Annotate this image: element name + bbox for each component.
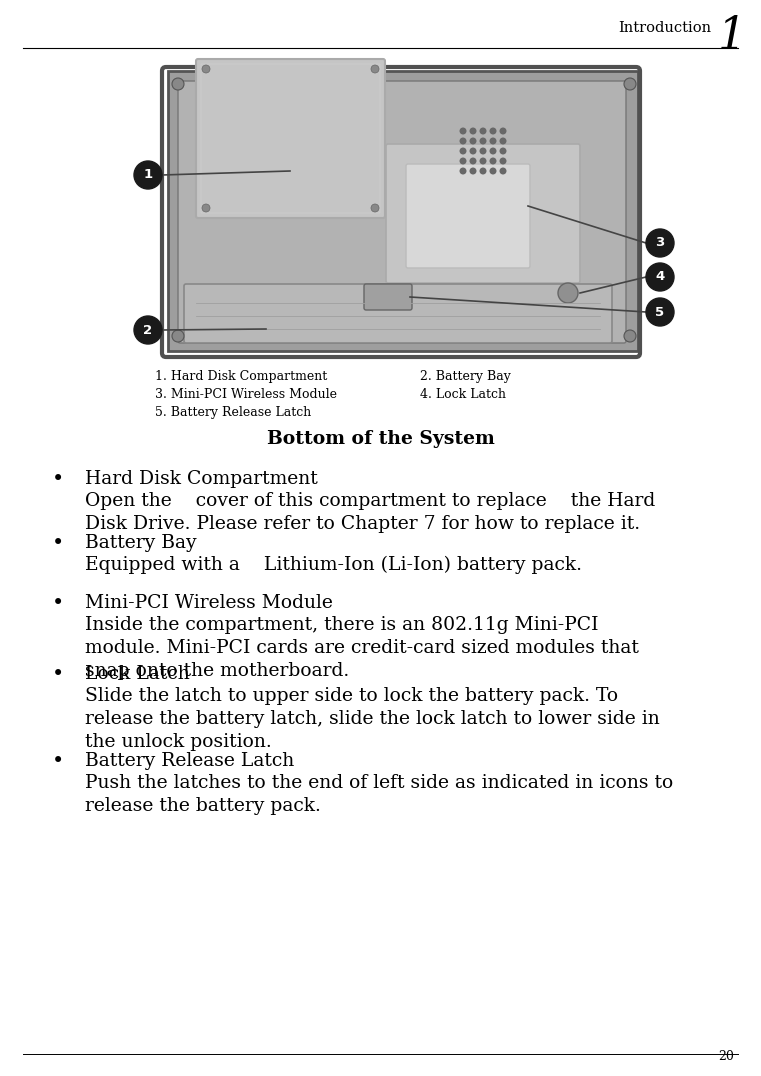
Circle shape bbox=[470, 168, 476, 174]
Circle shape bbox=[479, 147, 486, 155]
Circle shape bbox=[499, 147, 507, 155]
Text: 1: 1 bbox=[718, 15, 746, 58]
Text: 20: 20 bbox=[718, 1050, 734, 1063]
Circle shape bbox=[489, 157, 496, 165]
Circle shape bbox=[470, 147, 476, 155]
Text: Equipped with a    Lithium-Ion (Li-Ion) battery pack.: Equipped with a Lithium-Ion (Li-Ion) bat… bbox=[85, 556, 582, 575]
FancyBboxPatch shape bbox=[184, 284, 612, 343]
Circle shape bbox=[479, 138, 486, 144]
Circle shape bbox=[489, 147, 496, 155]
Circle shape bbox=[371, 204, 379, 212]
Text: Lock Latch: Lock Latch bbox=[85, 665, 189, 683]
Circle shape bbox=[624, 77, 636, 90]
FancyBboxPatch shape bbox=[406, 164, 530, 268]
Circle shape bbox=[499, 127, 507, 134]
Circle shape bbox=[460, 127, 466, 134]
Circle shape bbox=[499, 157, 507, 165]
Circle shape bbox=[460, 147, 466, 155]
Circle shape bbox=[479, 168, 486, 174]
Text: Inside the compartment, there is an 802.11g Mini-PCI
module. Mini-PCI cards are : Inside the compartment, there is an 802.… bbox=[85, 615, 639, 680]
Text: •: • bbox=[52, 470, 64, 489]
Text: 2: 2 bbox=[143, 324, 152, 337]
Circle shape bbox=[172, 330, 184, 342]
FancyBboxPatch shape bbox=[386, 144, 580, 283]
Circle shape bbox=[371, 65, 379, 73]
Text: 1. Hard Disk Compartment: 1. Hard Disk Compartment bbox=[155, 370, 327, 383]
Circle shape bbox=[134, 161, 162, 189]
Circle shape bbox=[499, 168, 507, 174]
Circle shape bbox=[489, 138, 496, 144]
Circle shape bbox=[460, 157, 466, 165]
Circle shape bbox=[489, 168, 496, 174]
Circle shape bbox=[460, 168, 466, 174]
Text: Introduction: Introduction bbox=[619, 20, 712, 36]
Circle shape bbox=[202, 204, 210, 212]
Text: 4: 4 bbox=[655, 270, 664, 283]
Text: •: • bbox=[52, 534, 64, 553]
Text: Open the    cover of this compartment to replace    the Hard
Disk Drive. Please : Open the cover of this compartment to re… bbox=[85, 492, 655, 533]
Polygon shape bbox=[168, 71, 638, 351]
Circle shape bbox=[646, 298, 674, 326]
Text: 2. Battery Bay: 2. Battery Bay bbox=[420, 370, 511, 383]
Text: •: • bbox=[52, 752, 64, 771]
Circle shape bbox=[489, 127, 496, 134]
Text: Mini-PCI Wireless Module: Mini-PCI Wireless Module bbox=[85, 594, 333, 612]
Text: Slide the latch to upper side to lock the battery pack. To
release the battery l: Slide the latch to upper side to lock th… bbox=[85, 686, 660, 751]
Text: 1: 1 bbox=[143, 169, 152, 182]
Circle shape bbox=[470, 157, 476, 165]
Circle shape bbox=[624, 330, 636, 342]
Text: Push the latches to the end of left side as indicated in icons to
release the ba: Push the latches to the end of left side… bbox=[85, 774, 673, 815]
Circle shape bbox=[479, 157, 486, 165]
FancyBboxPatch shape bbox=[364, 284, 412, 310]
Circle shape bbox=[460, 138, 466, 144]
Text: 5: 5 bbox=[655, 306, 664, 318]
FancyBboxPatch shape bbox=[196, 59, 385, 218]
Circle shape bbox=[202, 65, 210, 73]
Circle shape bbox=[558, 283, 578, 303]
Text: Battery Release Latch: Battery Release Latch bbox=[85, 752, 295, 770]
Circle shape bbox=[134, 316, 162, 344]
Circle shape bbox=[172, 77, 184, 90]
FancyBboxPatch shape bbox=[178, 81, 626, 343]
Circle shape bbox=[470, 138, 476, 144]
Circle shape bbox=[499, 138, 507, 144]
Text: 3: 3 bbox=[655, 237, 664, 250]
Text: 3. Mini-PCI Wireless Module: 3. Mini-PCI Wireless Module bbox=[155, 388, 337, 401]
Text: Hard Disk Compartment: Hard Disk Compartment bbox=[85, 470, 318, 489]
Circle shape bbox=[479, 127, 486, 134]
Circle shape bbox=[470, 127, 476, 134]
Text: Battery Bay: Battery Bay bbox=[85, 534, 196, 552]
Text: 4. Lock Latch: 4. Lock Latch bbox=[420, 388, 506, 401]
Text: •: • bbox=[52, 594, 64, 613]
Circle shape bbox=[646, 263, 674, 291]
Text: 5. Battery Release Latch: 5. Battery Release Latch bbox=[155, 406, 311, 419]
Circle shape bbox=[646, 229, 674, 257]
Text: •: • bbox=[52, 665, 64, 684]
Text: Bottom of the System: Bottom of the System bbox=[266, 430, 495, 448]
